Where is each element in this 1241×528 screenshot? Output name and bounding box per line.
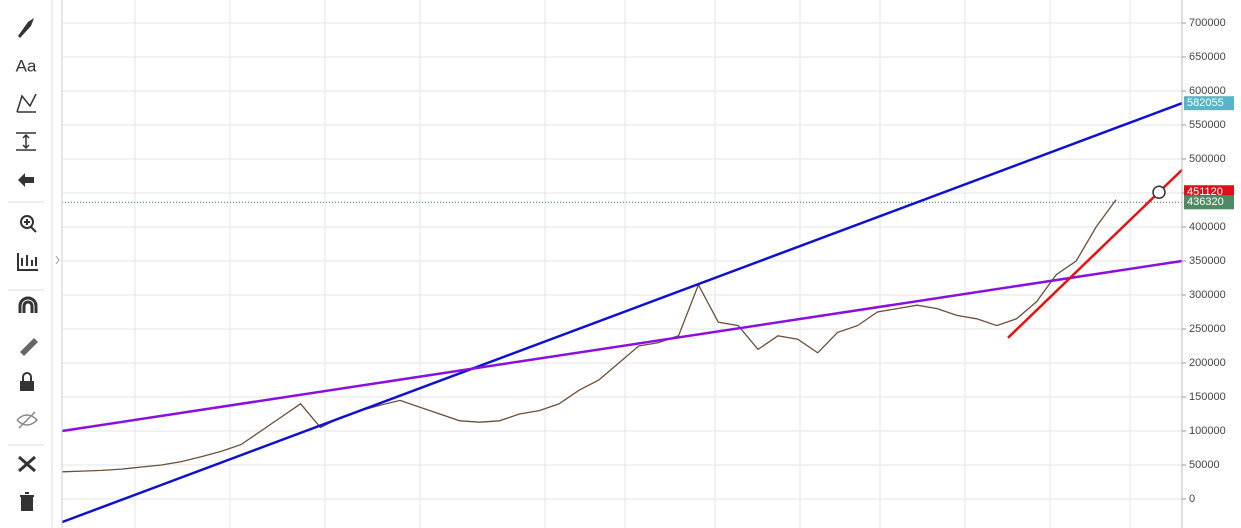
price-label: 451120 — [1187, 186, 1223, 198]
y-tick-label: 0 — [1189, 493, 1195, 505]
y-tick-label: 300000 — [1189, 289, 1226, 301]
collapse-arrow[interactable] — [55, 255, 60, 265]
y-tick-label: 100000 — [1189, 425, 1226, 437]
y-tick-label: 50000 — [1189, 459, 1220, 471]
settings-tool[interactable] — [18, 455, 36, 473]
delete-tool[interactable] — [20, 492, 34, 511]
y-tick-label: 500000 — [1189, 153, 1226, 165]
y-tick-label: 350000 — [1189, 255, 1226, 267]
back-tool[interactable] — [18, 173, 34, 187]
grid — [62, 0, 1182, 528]
price-line — [61, 199, 1117, 473]
toolbar: Aa — [8, 0, 63, 528]
zoom-tool[interactable] — [20, 215, 34, 229]
y-tick-label: 700000 — [1189, 17, 1226, 29]
draw-mode-tool[interactable] — [20, 338, 38, 356]
y-tick-label: 150000 — [1189, 391, 1226, 403]
lock-shackle — [22, 372, 32, 381]
y-tick-label: 600000 — [1189, 85, 1226, 97]
plot — [61, 102, 1183, 524]
text-tool-icon[interactable]: Aa — [16, 56, 37, 75]
y-tick-label: 200000 — [1189, 357, 1226, 369]
trend-line — [1007, 168, 1183, 339]
y-tick-label: 650000 — [1189, 51, 1226, 63]
y-tick-label: 400000 — [1189, 221, 1226, 233]
price-label: 436320 — [1187, 196, 1224, 208]
measure-tool[interactable] — [16, 132, 36, 151]
pattern-tool[interactable] — [16, 93, 37, 113]
line-handle — [1152, 185, 1166, 199]
hide-tool[interactable] — [16, 411, 39, 429]
price-label-box — [1184, 195, 1234, 210]
trend-line — [61, 102, 1183, 524]
price-label: 582055 — [1187, 97, 1224, 109]
magnet-tool[interactable] — [18, 296, 38, 313]
y-tick-label: 250000 — [1189, 323, 1226, 335]
price-label-box — [1184, 96, 1234, 111]
indicator-tool[interactable] — [17, 253, 38, 271]
lock-tool[interactable] — [20, 381, 34, 391]
price-axis: 0 50000 100000 150000 200000 250000 300000 3500… — [1182, 17, 1234, 505]
trend-line — [61, 259, 1183, 433]
y-tick-label: 550000 — [1189, 119, 1226, 131]
zoom-handle — [24, 219, 37, 233]
brush-tool[interactable] — [18, 18, 34, 38]
